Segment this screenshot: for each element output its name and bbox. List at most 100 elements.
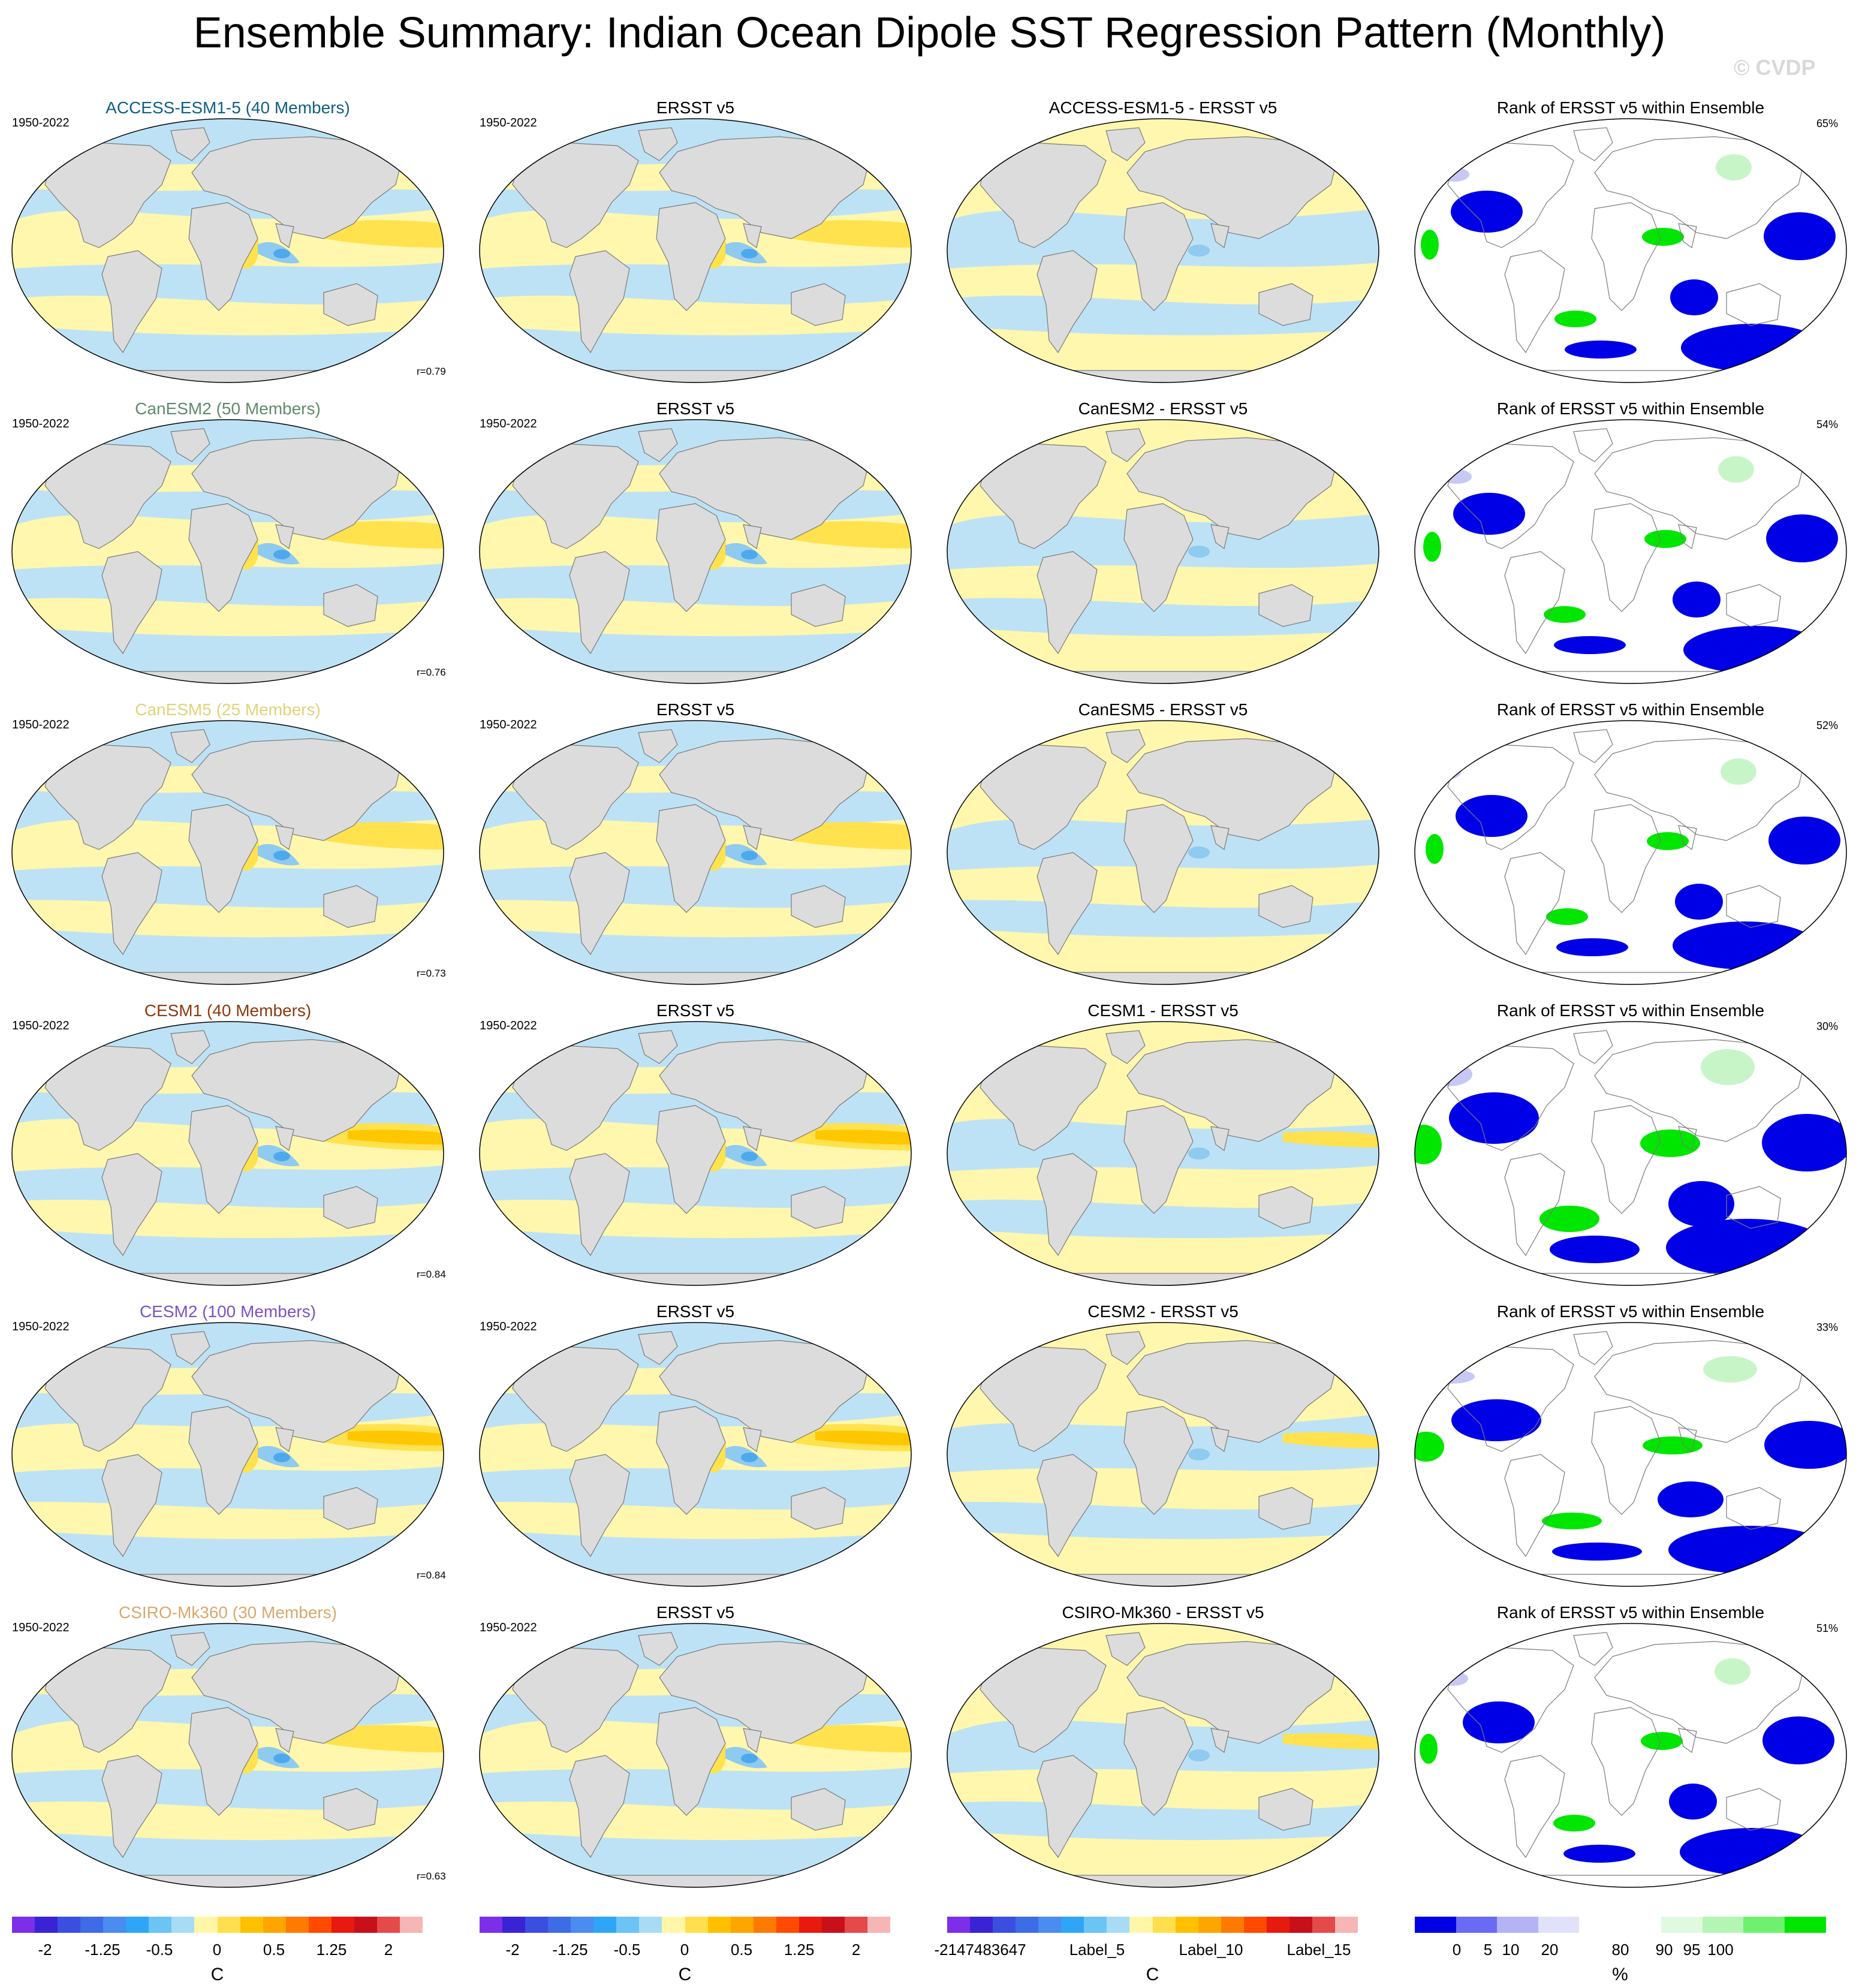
colorbar-swatch (1497, 1917, 1538, 1933)
land-antarctic (532, 1273, 858, 1285)
colorbar-swatch (103, 1917, 126, 1933)
land-eurasia (191, 1039, 402, 1142)
rank-panel-title: Rank of ERSST v5 within Ensemble (1496, 399, 1765, 418)
land-samerica (1504, 250, 1565, 354)
colorbar-swatch (730, 1917, 754, 1933)
obs-map (479, 118, 912, 383)
colorbar-tick-label: 20 (1541, 1941, 1559, 1959)
land-greenland (170, 1632, 210, 1666)
land-greenland (170, 729, 210, 763)
land-eurasia (1594, 136, 1805, 239)
rank-region (1669, 1784, 1717, 1820)
land-greenland (1105, 1331, 1146, 1365)
colorbar-swatch (1415, 1917, 1456, 1933)
iod-east-core (273, 1152, 290, 1161)
iod-diff (1188, 1749, 1210, 1761)
land-india (275, 524, 294, 550)
rank-region (1683, 626, 1827, 674)
land-australia (323, 1487, 378, 1530)
colorbar-unit-label: C (210, 1965, 224, 1984)
land-australia (1258, 1186, 1313, 1229)
colorbar-swatch (525, 1917, 549, 1933)
colorbar-swatch (126, 1917, 149, 1933)
land-antarctic (65, 1273, 391, 1285)
land-india (743, 825, 762, 851)
globe-outline (11, 118, 444, 383)
rank-map (1414, 1322, 1847, 1587)
land-antarctic (532, 1875, 858, 1887)
land-namerica (44, 744, 171, 850)
colorbar-tick-label: 2 (851, 1941, 861, 1959)
land-namerica (512, 744, 639, 850)
land-australia (791, 1487, 846, 1530)
land-antarctic (532, 671, 858, 683)
colorbar-tick-label: 1.25 (784, 1941, 815, 1959)
colorbar-swatch (1152, 1917, 1176, 1933)
land-africa (656, 1707, 726, 1816)
rank-region (1423, 532, 1441, 562)
land-antarctic (1000, 671, 1326, 683)
land-greenland (170, 428, 210, 462)
land-africa (1123, 1105, 1194, 1214)
rank-region (1553, 1815, 1595, 1832)
colorbar-swatch (1266, 1917, 1290, 1933)
land-samerica (569, 551, 630, 655)
rank-region (1762, 1114, 1846, 1171)
rank-map (1414, 1021, 1847, 1286)
iod-east-core (273, 1453, 290, 1462)
land-greenland (638, 127, 678, 161)
diff-panel-title: CESM2 - ERSST v5 (1087, 1302, 1239, 1321)
land-australia (1726, 1186, 1781, 1229)
colorbar-swatch (1661, 1917, 1703, 1933)
diff-panel-title: CESM1 - ERSST v5 (1087, 1001, 1239, 1020)
land-eurasia (1594, 1039, 1805, 1142)
land-africa (1591, 202, 1661, 311)
land-samerica (101, 250, 162, 354)
land-greenland (638, 1030, 678, 1064)
pacific-warm-tongue (791, 521, 911, 549)
period-label: 1950-2022 (480, 1621, 537, 1634)
land-eurasia (191, 1340, 402, 1443)
land-antarctic (1000, 972, 1326, 984)
land-greenland (638, 1632, 678, 1666)
globe-outline (479, 1623, 912, 1888)
obs-panel-title: ERSST v5 (656, 1603, 735, 1622)
globe-outline (1414, 118, 1847, 383)
obs-panel-title: ERSST v5 (656, 1001, 735, 1020)
globe-outline (11, 419, 444, 684)
rank-percent-label: 51% (1816, 1622, 1839, 1634)
land-india (1210, 1126, 1230, 1152)
model-map (11, 720, 444, 985)
colorbar-tick-label: Label_10 (1179, 1941, 1243, 1959)
obs-map (479, 1322, 912, 1587)
rank-region (1764, 212, 1836, 260)
land-eurasia (659, 1340, 870, 1443)
land-africa (1123, 503, 1194, 612)
land-antarctic (65, 1875, 391, 1887)
land-namerica (1447, 443, 1574, 549)
period-label: 1950-2022 (12, 1320, 70, 1333)
rank-region (1552, 1543, 1642, 1561)
iod-east-core (273, 851, 290, 860)
land-namerica (980, 1045, 1107, 1151)
land-india (1678, 825, 1697, 851)
land-eurasia (191, 437, 402, 540)
land-australia (791, 283, 846, 326)
iod-east-core (741, 1152, 758, 1161)
rank-region (1675, 884, 1723, 920)
model-panel-title: CSIRO-Mk360 (30 Members) (118, 1603, 338, 1622)
rank-panel-title: Rank of ERSST v5 within Ensemble (1496, 98, 1765, 117)
diff-map (947, 419, 1379, 684)
land-australia (1258, 1788, 1313, 1831)
colorbar-swatch (1016, 1917, 1039, 1933)
land-india (743, 1427, 762, 1453)
rank-map (1414, 1623, 1847, 1888)
land-samerica (101, 551, 162, 655)
pacific-warm-tongue (791, 822, 911, 850)
land-eurasia (1594, 437, 1805, 540)
diff-map (947, 118, 1379, 383)
figure-title: Ensemble Summary: Indian Ocean Dipole SS… (193, 9, 1666, 57)
pacific-diff-tongue (1283, 1733, 1379, 1749)
land-samerica (1037, 1454, 1098, 1558)
model-map (11, 1322, 444, 1587)
